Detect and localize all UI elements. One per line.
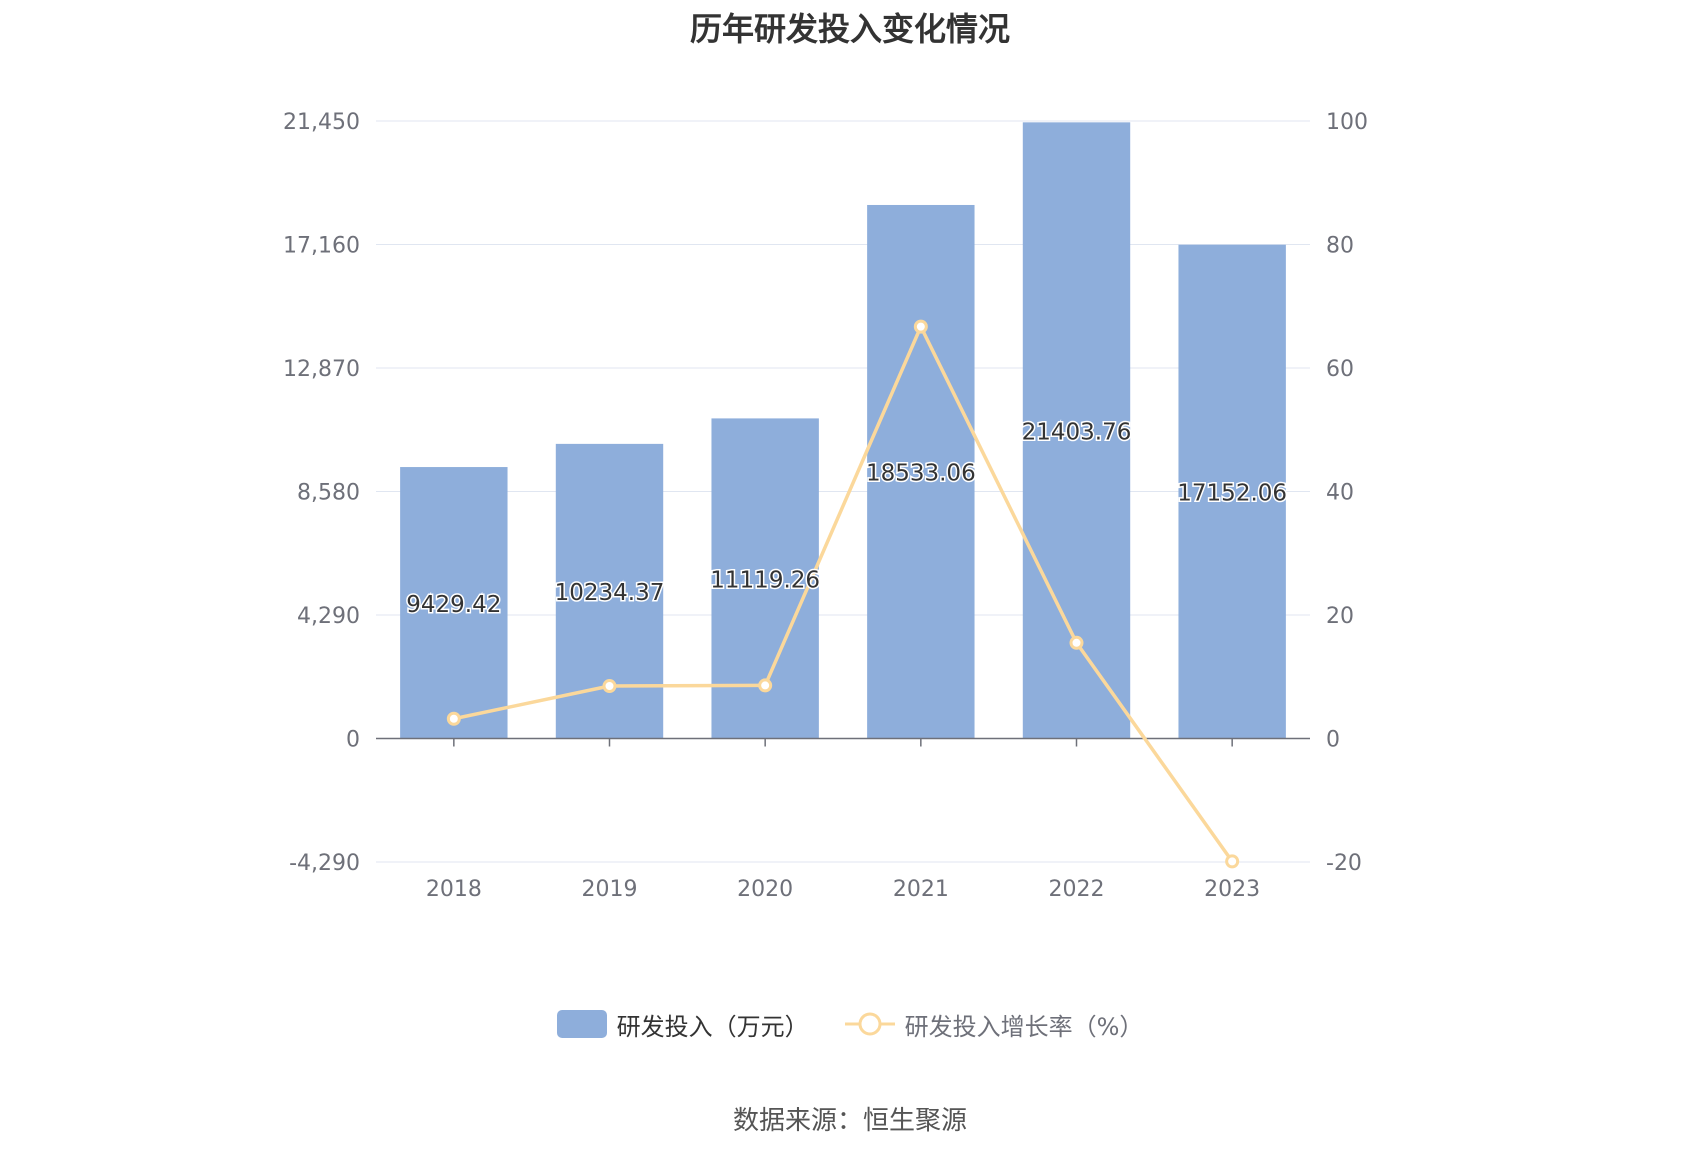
bar-series bbox=[400, 122, 1286, 739]
y-left-tick-label: 17,160 bbox=[283, 234, 360, 259]
growth-rate-point bbox=[758, 678, 773, 693]
y-left-tick-label: 21,450 bbox=[283, 110, 360, 135]
y-right-tick-label: 0 bbox=[1326, 728, 1340, 753]
growth-rate-point bbox=[913, 319, 928, 334]
x-tick-label: 2022 bbox=[1049, 877, 1105, 902]
y-left-tick-label: 12,870 bbox=[283, 357, 360, 382]
x-tick-label: 2021 bbox=[893, 877, 949, 902]
line-series bbox=[446, 319, 1240, 869]
grid-lines bbox=[376, 120, 1310, 863]
y-right-tick-label: 100 bbox=[1326, 110, 1368, 135]
bar-value-label: 11119.26 bbox=[710, 567, 820, 593]
bar bbox=[867, 204, 975, 739]
growth-rate-point bbox=[602, 679, 617, 694]
y-left-tick-label: 8,580 bbox=[297, 481, 360, 506]
growth-rate-line bbox=[453, 324, 1234, 863]
legend-label-growth-rate: 研发投入增长率（%） bbox=[904, 1012, 1144, 1041]
growth-rate-point bbox=[446, 711, 461, 726]
y-right-tick-label: 60 bbox=[1326, 357, 1354, 382]
chart-title: 历年研发投入变化情况 bbox=[689, 10, 1010, 48]
legend-label-rd-investment: 研发投入（万元） bbox=[616, 1012, 809, 1041]
legend-bar-swatch bbox=[556, 1010, 607, 1038]
bar bbox=[400, 467, 508, 739]
growth-rate-point bbox=[1069, 635, 1084, 650]
x-tick-label: 2023 bbox=[1204, 877, 1260, 902]
x-tick-label: 2020 bbox=[737, 877, 793, 902]
y-left-tick-label: 4,290 bbox=[297, 604, 360, 629]
y-left-tick-label: 0 bbox=[346, 728, 360, 753]
bar bbox=[1178, 244, 1286, 739]
bar-value-label: 17152.06 bbox=[1177, 481, 1287, 507]
y-left-tick-label: -4,290 bbox=[289, 851, 360, 876]
y-right-tick-label: -20 bbox=[1326, 851, 1362, 876]
legend-item-rd-investment[interactable]: 研发投入（万元） bbox=[556, 1007, 809, 1042]
bar-value-label: 10234.37 bbox=[555, 580, 665, 606]
growth-rate-point bbox=[1225, 854, 1240, 869]
bar-value-label: 18533.06 bbox=[866, 461, 976, 487]
y-right-tick-label: 20 bbox=[1326, 604, 1354, 629]
y-right-tick-label: 80 bbox=[1326, 234, 1354, 259]
x-tick-label: 2019 bbox=[582, 877, 638, 902]
y-right-tick-label: 40 bbox=[1326, 481, 1354, 506]
legend: 研发投入（万元） 研发投入增长率（%） bbox=[0, 1004, 1700, 1044]
x-tick-label: 2018 bbox=[426, 877, 482, 902]
legend-item-growth-rate[interactable]: 研发投入增长率（%） bbox=[844, 1007, 1144, 1042]
bar-value-label: 21403.76 bbox=[1022, 419, 1132, 445]
axes: -4,290 0 4,290 8,580 12,870 17,160 21,450 -20 0 2… bbox=[283, 110, 1368, 902]
bar-value-label: 9429.42 bbox=[406, 592, 501, 618]
legend-line-swatch bbox=[844, 1012, 895, 1036]
source-note: 数据来源：恒生聚源 bbox=[732, 1106, 967, 1136]
data-labels: 9429.42 10234.37 11119.26 18533.06 21403.76 1… bbox=[405, 418, 1289, 619]
